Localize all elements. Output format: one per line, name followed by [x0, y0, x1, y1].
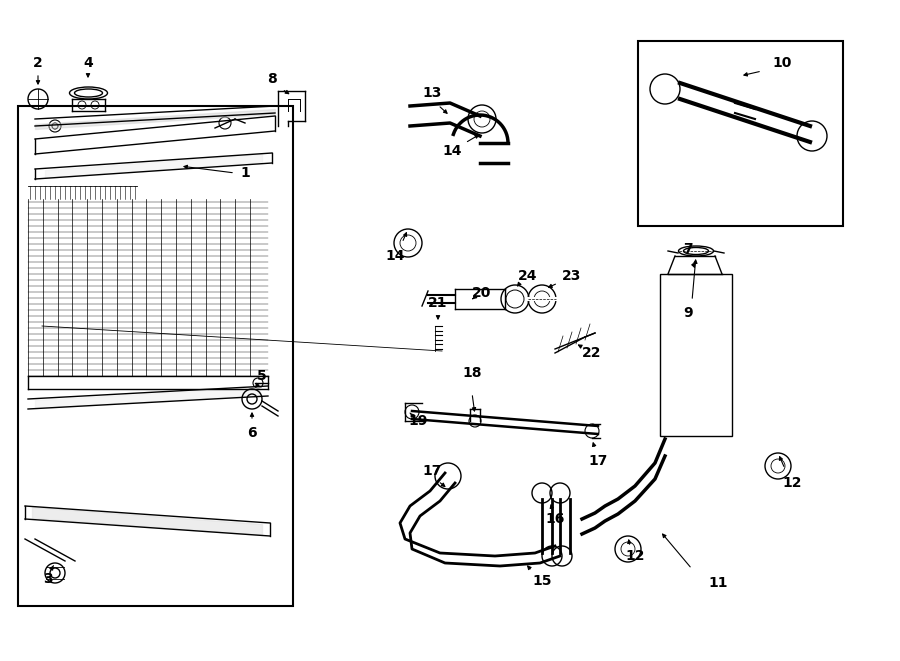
- Text: 11: 11: [708, 576, 728, 590]
- Text: 6: 6: [248, 426, 256, 440]
- Text: 9: 9: [683, 306, 693, 320]
- Text: 22: 22: [582, 346, 602, 360]
- Text: 14: 14: [442, 144, 462, 158]
- Text: 12: 12: [626, 549, 644, 563]
- Text: 12: 12: [782, 476, 802, 490]
- Text: 3: 3: [43, 572, 53, 586]
- Text: 2: 2: [33, 56, 43, 70]
- Text: 4: 4: [83, 56, 93, 70]
- Text: 13: 13: [422, 86, 442, 100]
- Text: 5: 5: [257, 369, 267, 383]
- Text: 20: 20: [472, 286, 491, 300]
- Bar: [660, 274, 732, 436]
- Text: 19: 19: [409, 414, 428, 428]
- Text: 17: 17: [589, 454, 608, 468]
- Text: 15: 15: [532, 574, 552, 588]
- Text: 17: 17: [422, 464, 442, 478]
- Text: 18: 18: [463, 366, 482, 380]
- Text: 14: 14: [385, 249, 405, 263]
- Text: 24: 24: [518, 269, 538, 283]
- Text: 8: 8: [267, 72, 277, 86]
- Text: 21: 21: [428, 296, 448, 310]
- Bar: [638, 41, 843, 226]
- Text: 1: 1: [240, 166, 250, 180]
- Bar: [18, 106, 293, 606]
- Text: 23: 23: [562, 269, 581, 283]
- Text: 10: 10: [772, 56, 792, 70]
- Text: 7: 7: [683, 242, 693, 256]
- Text: 16: 16: [545, 512, 564, 526]
